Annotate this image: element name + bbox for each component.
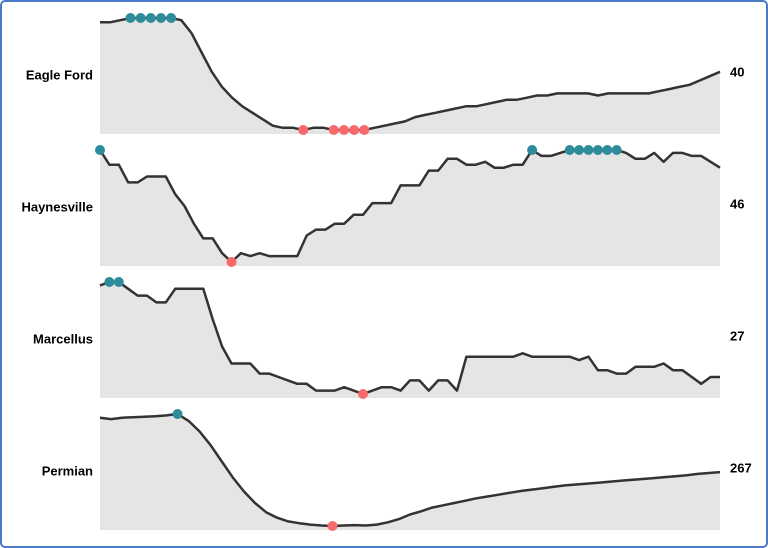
series-label: Haynesville [21,199,93,214]
last-value: 267 [730,460,752,475]
max-marker [527,145,538,155]
max-marker [564,145,575,155]
last-value: 40 [730,64,744,79]
line [99,280,720,396]
min-marker [358,389,369,399]
area [100,150,720,266]
max-marker [574,145,585,155]
line [99,412,721,528]
series-label: Eagle Ford [26,67,93,82]
min-marker [328,125,339,135]
max-marker [611,145,622,155]
max-marker [135,13,146,23]
max-marker [602,145,613,155]
series-label: Marcellus [33,331,93,346]
area [100,414,720,530]
min-marker [226,257,237,267]
max-marker [155,13,166,23]
max-marker [166,13,177,23]
max-marker [125,13,136,23]
line [100,16,721,132]
area [100,18,720,134]
min-marker [327,521,338,531]
max-marker [145,13,156,23]
max-marker [113,277,124,287]
max-marker [172,409,183,419]
min-marker [349,125,360,135]
max-marker [95,145,105,155]
last-value: 27 [730,328,744,343]
min-marker [359,125,370,135]
max-marker [583,145,594,155]
min-marker [298,125,309,135]
min-marker [338,125,349,135]
last-value: 46 [730,196,744,211]
max-marker [592,145,603,155]
max-marker [104,277,115,287]
series-label: Permian [42,463,93,478]
